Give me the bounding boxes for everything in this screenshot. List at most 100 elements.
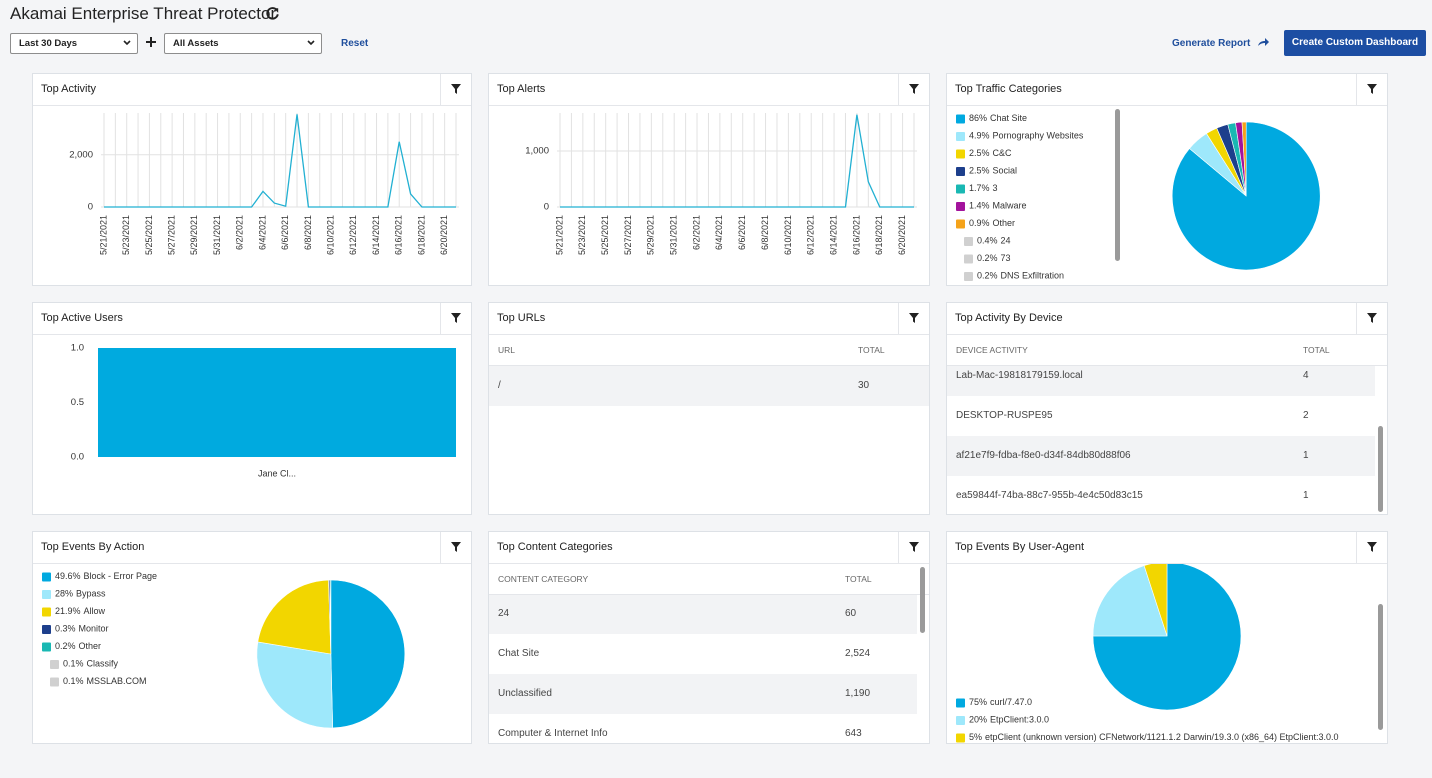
widget-title: Top Events By Action bbox=[41, 541, 145, 553]
table-row: Unclassified 1,190 bbox=[489, 674, 917, 714]
legend-entry: 0.4% 24 bbox=[977, 236, 1011, 246]
x-tick-label: 5/27/2021 bbox=[167, 215, 177, 255]
filter-button[interactable] bbox=[1356, 532, 1387, 563]
page-title: Akamai Enterprise Threat Protector bbox=[10, 4, 277, 23]
legend-swatch bbox=[964, 272, 973, 281]
legend-entry: 0.2% DNS Exfiltration bbox=[977, 271, 1064, 281]
legend-entry: 0.1% MSSLAB.COM bbox=[63, 676, 147, 686]
legend-name: Pornography Websites bbox=[993, 131, 1084, 141]
legend-entry: 1.4% Malware bbox=[969, 201, 1027, 211]
funnel bbox=[1367, 542, 1377, 552]
legend-swatch bbox=[964, 254, 973, 264]
pie-slice bbox=[329, 579, 332, 655]
legend-name: Block - Error Page bbox=[84, 571, 158, 581]
widget-body: URL TOTAL / 30 bbox=[489, 335, 929, 514]
filter-button[interactable] bbox=[1356, 74, 1387, 105]
widget-title: Top Active Users bbox=[41, 312, 123, 324]
funnel bbox=[909, 84, 919, 94]
x-tick-label: 6/8/2021 bbox=[303, 215, 313, 250]
chevron bbox=[123, 40, 131, 46]
legend-swatch bbox=[956, 167, 965, 176]
date-range-select[interactable]: Last 30 Days bbox=[10, 33, 138, 54]
legend-name: Chat Site bbox=[990, 113, 1027, 123]
table-row: af21e7f9-fdba-f8e0-d34f-84db80d88f06 1 bbox=[947, 436, 1375, 476]
legend-swatch bbox=[42, 590, 51, 599]
legend-value: 75% bbox=[969, 697, 987, 707]
legend-name: Monitor bbox=[79, 624, 109, 634]
filter-button[interactable] bbox=[898, 532, 929, 563]
widget-header: Top Activity bbox=[33, 74, 471, 106]
table-header: DEVICE ACTIVITY TOTAL bbox=[947, 335, 1387, 366]
legend-entry: 2.5% C&C bbox=[969, 148, 1012, 158]
legend-name: C&C bbox=[993, 148, 1013, 158]
chart: 0.0 0.5 1.0 Jane Cl... bbox=[71, 343, 456, 478]
reset-link[interactable]: Reset bbox=[341, 38, 369, 49]
filter-button[interactable] bbox=[898, 303, 929, 334]
legend-value: 0.2% bbox=[977, 271, 998, 281]
pie-slice bbox=[257, 579, 332, 655]
widget-title: Top Activity bbox=[41, 83, 97, 95]
filter-button[interactable] bbox=[440, 303, 471, 334]
generate-report-link[interactable]: Generate Report bbox=[1172, 38, 1251, 49]
legend-swatch bbox=[956, 202, 965, 211]
legend-name: Other bbox=[993, 218, 1016, 228]
y-tick-label: 1.0 bbox=[71, 343, 84, 354]
add-icon[interactable] bbox=[146, 37, 156, 47]
legend-entry: 0.1% Classify bbox=[63, 659, 119, 669]
legend-name: Malware bbox=[993, 201, 1027, 211]
bar bbox=[98, 348, 456, 457]
y-tick-label: 0.0 bbox=[71, 452, 84, 463]
assets-select[interactable]: All Assets bbox=[164, 33, 322, 54]
widget-title: Top Content Categories bbox=[497, 541, 613, 553]
x-tick-label: 6/2/2021 bbox=[235, 215, 245, 250]
legend-entry: 0.2% Other bbox=[55, 641, 101, 651]
y-tick-label: 2,000 bbox=[69, 149, 93, 160]
filter-icon bbox=[909, 313, 919, 323]
scrollbar bbox=[1378, 604, 1383, 730]
legend-name: Bypass bbox=[76, 589, 106, 599]
filter-button[interactable] bbox=[440, 74, 471, 105]
filter-button[interactable] bbox=[1356, 303, 1387, 334]
widget-header: Top Content Categories bbox=[489, 532, 929, 564]
create-dashboard-button[interactable]: Create Custom Dashboard bbox=[1284, 30, 1426, 56]
legend-entry: 1.7% 3 bbox=[969, 183, 998, 193]
widget-header: Top Alerts bbox=[489, 74, 929, 106]
filter-icon bbox=[1367, 84, 1377, 94]
legend-value: 0.1% bbox=[63, 659, 84, 669]
y-tick-label: 0 bbox=[88, 202, 93, 213]
legend-entry: 4.9% Pornography Websites bbox=[969, 131, 1084, 141]
chart: 75% curl/7.47.020% EtpClient:3.0.05% etpCli… bbox=[956, 564, 1339, 743]
table-row: Computer & Internet Info 643 bbox=[489, 714, 917, 743]
funnel bbox=[1367, 84, 1377, 94]
legend-entry: 5% etpClient (unknown version) CFNetwork/… bbox=[969, 732, 1339, 742]
widget-header: Top Activity By Device bbox=[947, 303, 1387, 335]
chart: 5/21/2021 5/23/2021 5/25/2021 5/27/2021 5/29… bbox=[525, 113, 917, 255]
y-tick-label: 1,000 bbox=[525, 146, 549, 157]
legend-value: 1.4% bbox=[969, 201, 990, 211]
legend-name: MSSLAB.COM bbox=[87, 676, 147, 686]
x-tick-label: 6/12/2021 bbox=[806, 215, 816, 255]
legend-entry: 75% curl/7.47.0 bbox=[969, 697, 1032, 707]
widget-body: DEVICE ACTIVITY TOTAL Lab-Mac-19818179159.… bbox=[947, 335, 1387, 514]
widget-card: Top Alerts 5/21/2021 5/23/2021 5/25/2021 5/2… bbox=[488, 73, 930, 286]
pie-slice bbox=[1171, 121, 1321, 271]
filter-icon bbox=[909, 84, 919, 94]
table-row: Chat Site 2,524 bbox=[489, 634, 917, 674]
x-tick-label: 6/12/2021 bbox=[348, 215, 358, 255]
legend-value: 20% bbox=[969, 715, 987, 725]
refresh-icon[interactable] bbox=[266, 7, 279, 20]
widget-body: 49.6% Block - Error Page 28% Bypass 21.9% All… bbox=[33, 564, 471, 743]
line-series bbox=[104, 114, 456, 208]
funnel bbox=[909, 313, 919, 323]
widget-card: Top Activity 5/21/2021 5/23/2021 5/25/2021 5… bbox=[32, 73, 472, 286]
legend-swatch bbox=[42, 572, 51, 582]
x-tick-label: 6/14/2021 bbox=[371, 215, 381, 255]
filter-button[interactable] bbox=[898, 74, 929, 105]
x-tick-label: 5/21/2021 bbox=[554, 215, 564, 255]
legend-entry: 0.9% Other bbox=[969, 218, 1015, 228]
table-row: ea59844f-74ba-88c7-955b-4e4c50d83c15 1 bbox=[947, 476, 1375, 514]
widget-card: Top Active Users 0.0 0.5 1.0 Jane Cl... bbox=[32, 302, 472, 515]
filter-button[interactable] bbox=[440, 532, 471, 563]
table-row: 24 60 bbox=[489, 594, 917, 634]
chart: 5/21/2021 5/23/2021 5/25/2021 5/27/2021 5/29… bbox=[69, 113, 459, 255]
